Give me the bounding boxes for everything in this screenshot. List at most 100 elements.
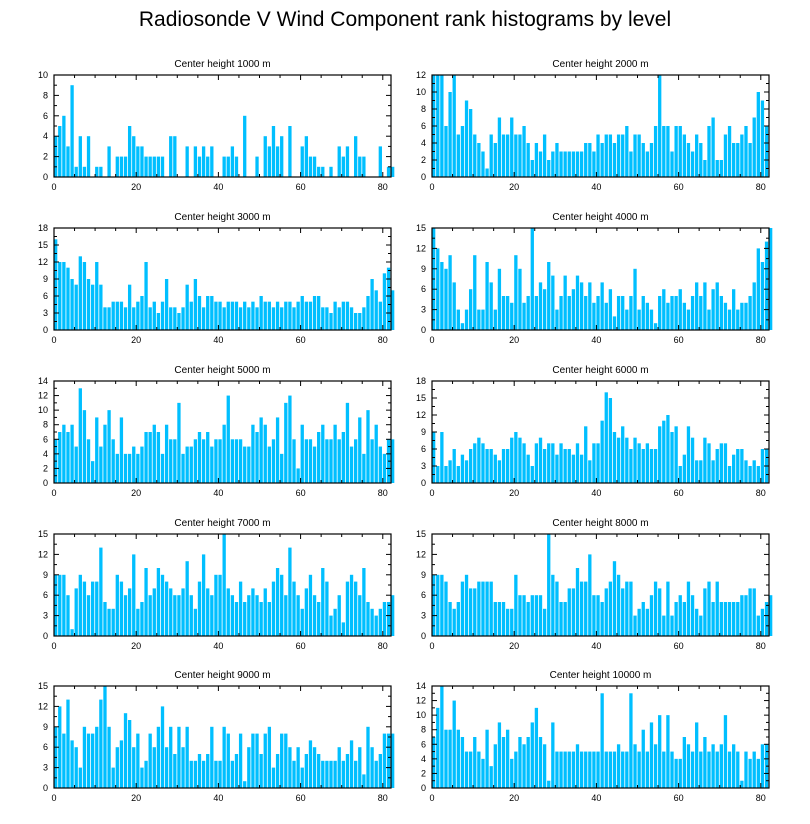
panel-title: Center height 10000 m (550, 670, 652, 681)
histogram-bar (448, 729, 452, 788)
y-tick-label: 4 (421, 138, 426, 148)
histogram-bar (74, 166, 78, 177)
histogram-bar (238, 581, 243, 636)
histogram-bar (588, 554, 592, 636)
y-tick-label: 12 (38, 701, 48, 711)
histogram-bar (86, 439, 91, 483)
x-tick-label: 20 (131, 488, 141, 498)
histogram-bar (596, 443, 600, 483)
histogram-bar (744, 460, 748, 483)
histogram-bar (485, 581, 489, 636)
x-tick-label: 40 (213, 182, 223, 192)
histogram-bar (95, 581, 99, 636)
histogram-bar (522, 595, 526, 636)
histogram-bar (140, 446, 144, 483)
histogram-bar (74, 588, 78, 636)
histogram-bar (695, 460, 699, 483)
histogram-bar (296, 468, 300, 483)
y-tick-label: 15 (38, 529, 48, 539)
histogram-bar (538, 151, 543, 177)
histogram-bar (177, 313, 181, 330)
histogram-bar (534, 595, 539, 636)
histogram-bar (164, 279, 169, 330)
histogram-bar (637, 751, 641, 788)
histogram-bar (645, 443, 650, 483)
histogram-bar (542, 744, 547, 788)
histogram-bar (526, 737, 530, 788)
histogram-bar (386, 267, 391, 330)
figure-title: Radiosonde V Wind Component rank histogr… (138, 8, 672, 31)
histogram-bar (563, 275, 567, 330)
histogram-bar (514, 751, 518, 788)
histogram-bar (321, 760, 325, 788)
histogram-bar (715, 282, 719, 330)
histogram-bar (629, 296, 633, 330)
histogram-bar (748, 143, 752, 177)
y-tick-label: 15 (416, 393, 426, 403)
y-tick-label: 0 (43, 325, 48, 335)
x-tick-label: 0 (429, 182, 434, 192)
y-tick-label: 10 (416, 87, 426, 97)
histogram-bar (485, 168, 489, 177)
y-tick-label: 6 (421, 590, 426, 600)
histogram-bar (255, 432, 259, 483)
histogram-bar (358, 156, 362, 177)
histogram-bar (579, 282, 584, 330)
histogram-bar (391, 166, 395, 177)
histogram-bar (534, 143, 539, 177)
histogram-bar (666, 302, 670, 330)
histogram-bar (497, 722, 502, 788)
histogram-bar (641, 143, 645, 177)
histogram-bar (666, 415, 670, 483)
histogram-bar (551, 151, 555, 177)
histogram-bar (538, 282, 543, 330)
histogram-bar (127, 453, 132, 483)
y-tick-label: 3 (421, 611, 426, 621)
histogram-bar (111, 767, 115, 788)
x-tick-label: 20 (509, 488, 519, 498)
histogram-panel: Center height 8000 m 0 20 40 60 80 0 3 6 9 12 15 (416, 518, 773, 651)
histogram-bar (160, 706, 165, 788)
histogram-bar (337, 595, 341, 636)
histogram-bar (584, 751, 588, 788)
x-tick-label: 40 (591, 182, 601, 192)
histogram-bar (625, 309, 629, 330)
histogram-bar (633, 615, 637, 636)
histogram-bar (547, 534, 551, 636)
histogram-bar (132, 446, 136, 483)
histogram-panel: Center height 1000 m 0 20 40 60 80 0 2 4 6 8 10 (38, 59, 395, 192)
y-tick-label: 9 (421, 427, 426, 437)
histogram-bar (518, 437, 522, 483)
histogram-bar (140, 602, 144, 636)
histogram-bar (271, 439, 276, 483)
x-tick-label: 0 (51, 335, 56, 345)
y-tick-label: 2 (43, 463, 48, 473)
histogram-bar (645, 302, 650, 330)
histogram-bar (592, 751, 596, 788)
x-tick-label: 20 (131, 182, 141, 192)
histogram-bar (732, 602, 736, 636)
histogram-bar (464, 309, 469, 330)
histogram-bar (477, 751, 481, 788)
histogram-bar (567, 296, 571, 330)
histogram-bar (99, 446, 103, 483)
histogram-bar (555, 143, 559, 177)
panel-title: Center height 5000 m (174, 365, 270, 376)
histogram-bar (715, 751, 719, 788)
histogram-bar (267, 446, 272, 483)
histogram-bar (641, 449, 645, 483)
histogram-bar (362, 453, 366, 483)
histogram-bar (670, 296, 674, 330)
histogram-bar (312, 595, 317, 636)
histogram-bar (136, 733, 140, 788)
histogram-bar (571, 151, 576, 177)
histogram-bar (592, 443, 596, 483)
histogram-bar (280, 453, 284, 483)
histogram-bar (62, 115, 66, 177)
histogram-bar (140, 146, 144, 177)
histogram-bar (226, 733, 230, 788)
histogram-bar (177, 726, 181, 788)
histogram-bar (695, 608, 699, 636)
histogram-panel: Center height 3000 m 0 20 40 60 80 0 3 6 9 12 15 18 (38, 212, 395, 345)
histogram-bar (600, 282, 604, 330)
